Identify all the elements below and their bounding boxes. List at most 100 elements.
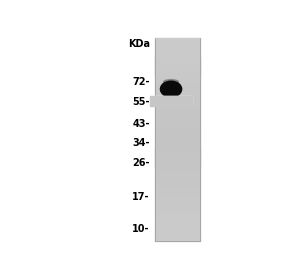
Bar [156, 63, 200, 65]
Bar [156, 214, 200, 215]
Bar [156, 105, 200, 106]
Bar [156, 153, 200, 155]
Bar [156, 99, 200, 100]
Bar [156, 239, 200, 241]
Bar [156, 88, 200, 89]
Bar [156, 227, 200, 228]
Bar [156, 204, 200, 205]
Bar [156, 111, 200, 112]
Bar [150, 101, 192, 102]
Bar [150, 97, 192, 98]
Bar [156, 94, 200, 95]
Bar [150, 102, 192, 103]
Bar [156, 160, 200, 161]
Bar [156, 112, 200, 113]
Ellipse shape [164, 79, 179, 84]
Bar [156, 174, 200, 175]
Bar [156, 103, 200, 104]
Bar [156, 135, 200, 136]
Bar [156, 226, 200, 227]
Ellipse shape [160, 81, 182, 97]
Bar [156, 120, 200, 121]
Bar [156, 130, 200, 131]
Bar [156, 183, 200, 184]
Bar [156, 137, 200, 138]
Bar [156, 230, 200, 232]
Text: 26-: 26- [132, 158, 150, 168]
Bar [156, 76, 200, 77]
Bar [156, 50, 200, 51]
Bar [156, 116, 200, 117]
Bar [156, 198, 200, 199]
Bar [156, 57, 200, 59]
Bar [156, 202, 200, 203]
Bar [156, 107, 200, 108]
Bar [156, 93, 200, 94]
Bar [156, 166, 200, 167]
Bar [156, 218, 200, 219]
Bar [156, 118, 200, 119]
Text: 55-: 55- [132, 97, 150, 107]
Bar [156, 100, 200, 101]
Bar [156, 53, 200, 54]
Bar [156, 117, 200, 118]
Bar [156, 84, 200, 85]
Bar [156, 201, 200, 202]
Bar [156, 221, 200, 222]
Bar [156, 176, 200, 177]
Bar [156, 143, 200, 144]
Bar [156, 104, 200, 105]
Bar [156, 203, 200, 204]
Bar [156, 157, 200, 159]
Bar [150, 96, 192, 97]
Bar [156, 126, 200, 127]
Bar [156, 90, 200, 91]
Bar [156, 81, 200, 82]
Bar [156, 177, 200, 178]
Bar [156, 79, 200, 81]
Bar [156, 189, 200, 190]
Bar [156, 75, 200, 76]
Bar [156, 70, 200, 72]
Bar [156, 108, 200, 109]
Bar [156, 72, 200, 73]
Bar [156, 184, 200, 185]
Bar [156, 212, 200, 213]
Bar [150, 96, 192, 105]
Bar [156, 101, 200, 102]
Bar [156, 56, 200, 57]
Bar [156, 148, 200, 150]
Bar [156, 89, 200, 90]
Bar [156, 152, 200, 153]
Bar [156, 167, 200, 169]
Bar [156, 62, 200, 64]
Bar [156, 150, 200, 152]
Bar [156, 233, 200, 235]
Bar [156, 91, 200, 92]
Bar [156, 231, 200, 232]
Bar [156, 146, 200, 147]
Bar [156, 134, 200, 135]
Bar [156, 195, 200, 196]
Bar [156, 163, 200, 165]
Bar [156, 125, 200, 126]
Bar [156, 190, 200, 191]
Bar [156, 115, 200, 116]
Bar [156, 109, 200, 110]
Bar [156, 191, 200, 192]
Bar [156, 64, 200, 66]
Bar [156, 206, 200, 207]
Bar [156, 193, 200, 194]
Bar [156, 205, 200, 206]
Bar [156, 61, 200, 62]
Bar [156, 199, 200, 200]
Text: 10-: 10- [132, 224, 150, 234]
Bar [156, 188, 200, 189]
Bar [156, 169, 200, 170]
Bar [156, 170, 200, 172]
Bar [156, 87, 200, 88]
Bar [156, 145, 200, 147]
Bar [156, 223, 200, 224]
Bar [156, 235, 200, 236]
Bar [156, 164, 200, 166]
